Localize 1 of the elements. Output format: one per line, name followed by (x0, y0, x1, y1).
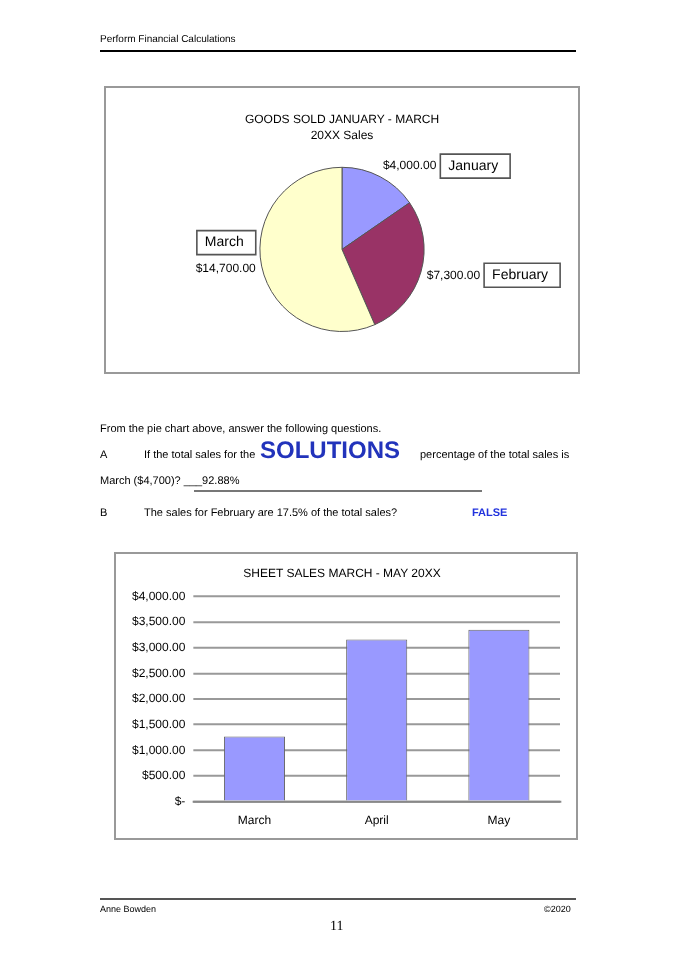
text: SOLUTIONS (260, 436, 401, 465)
